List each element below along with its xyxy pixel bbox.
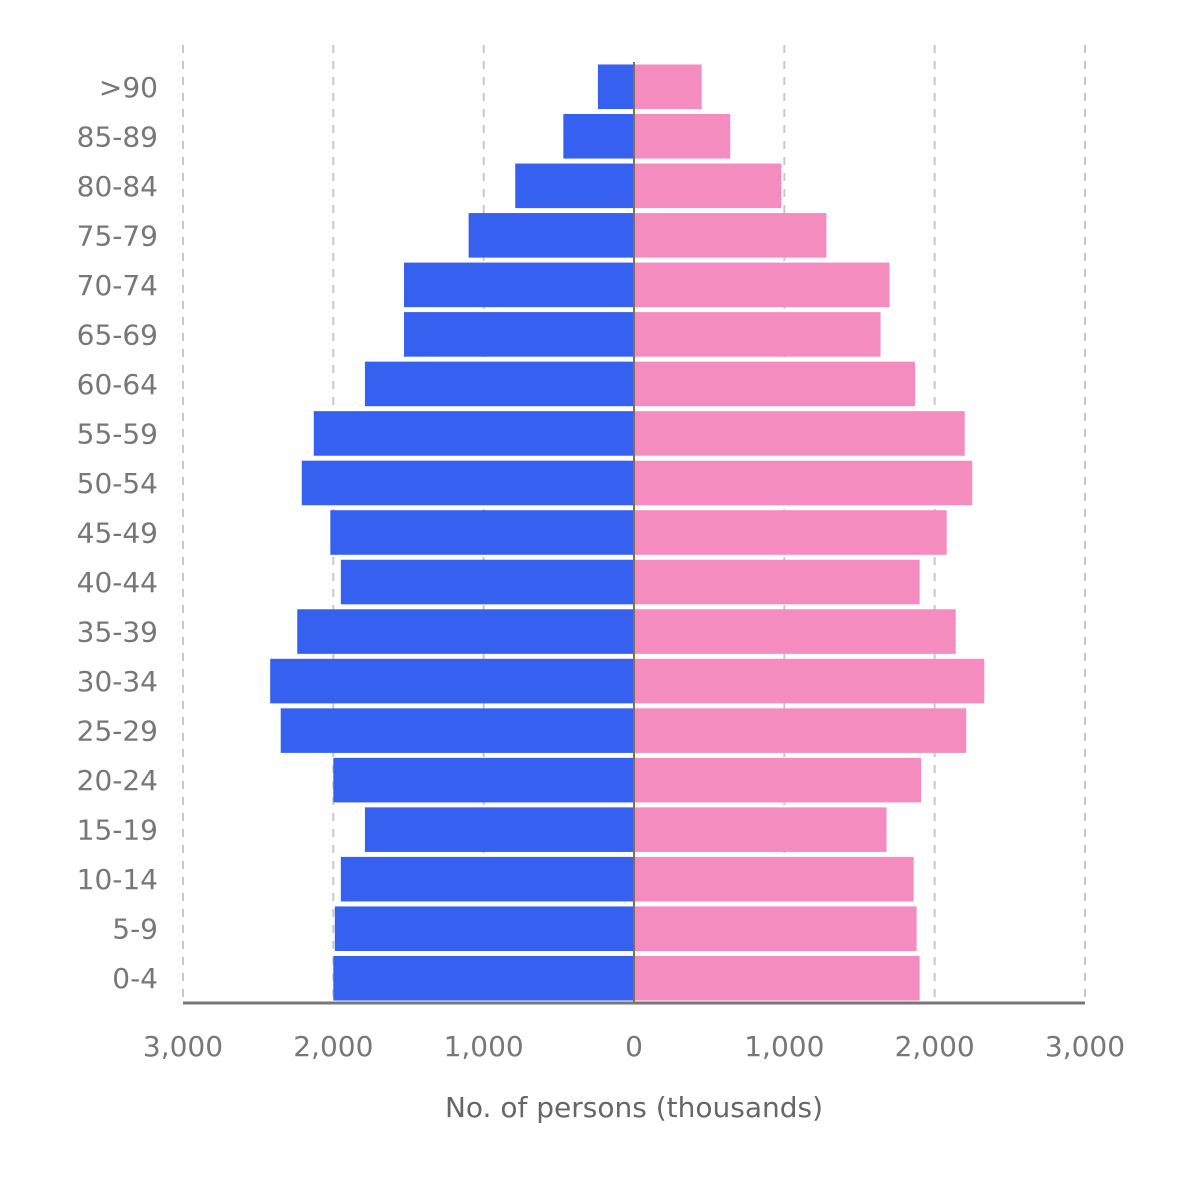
bar-left-15-19 <box>364 807 634 852</box>
bar-right-30-34 <box>634 658 985 704</box>
bar-right-35-39 <box>634 609 956 654</box>
bar-left-55-59 <box>313 411 634 456</box>
x-axis-tick-labels: 3,000 2,000 1,000 0 1,000 2,000 3,000 <box>143 1030 1125 1063</box>
bar-right-40-44 <box>634 559 920 605</box>
bar-left-20-24 <box>333 757 634 803</box>
bar-right-60-64 <box>634 361 916 407</box>
age-group-label: 15-19 <box>77 814 158 847</box>
bar-right-0-4 <box>634 955 920 1001</box>
age-group-label: 20-24 <box>77 764 158 797</box>
bar-left-25-29 <box>280 708 634 753</box>
bar-right-10-14 <box>634 856 914 902</box>
bar-left-85-89 <box>563 114 634 159</box>
age-group-label: 5-9 <box>112 913 158 946</box>
bar-left-45-49 <box>330 510 634 555</box>
bar-right-15-19 <box>634 807 887 852</box>
age-group-label: 40-44 <box>77 566 158 599</box>
x-tick-label: 0 <box>625 1030 643 1063</box>
bar-right-85-89 <box>634 114 731 159</box>
x-tick-label: 3,000 <box>1045 1030 1125 1063</box>
bar-right-5-9 <box>634 906 917 951</box>
bar-right-50-54 <box>634 460 973 506</box>
bar-right-65-69 <box>634 312 881 357</box>
x-tick-label: 2,000 <box>895 1030 975 1063</box>
bars <box>270 62 985 1003</box>
bar-left-30-34 <box>270 658 634 704</box>
bar-left-35-39 <box>297 609 634 654</box>
age-group-label: 80-84 <box>77 170 158 203</box>
bar-right-70-74 <box>634 262 890 308</box>
bar-left-70-74 <box>403 262 634 308</box>
age-group-label: 65-69 <box>77 318 158 351</box>
bar-left-10-14 <box>340 856 634 902</box>
bar-left-40-44 <box>340 559 634 605</box>
bar-right-20-24 <box>634 757 922 803</box>
age-group-label: >90 <box>99 71 158 104</box>
bar-left-60-64 <box>364 361 634 407</box>
y-axis-labels: 0-4 5-9 10-14 15-19 20-24 25-29 30-34 35-39 40-4… <box>77 71 158 995</box>
age-group-label: 10-14 <box>77 863 158 896</box>
bar-right-80-84 <box>634 163 782 209</box>
bar-right-25-29 <box>634 708 967 753</box>
bar-right-45-49 <box>634 510 947 555</box>
age-group-label: 85-89 <box>77 120 158 153</box>
age-group-label: 35-39 <box>77 616 158 649</box>
age-group-label: 75-79 <box>77 219 158 252</box>
age-group-label: 50-54 <box>77 467 158 500</box>
x-axis-title: No. of persons (thousands) <box>445 1091 823 1124</box>
bar-left-75-79 <box>468 213 634 258</box>
bar-left-80-84 <box>515 163 634 209</box>
bar-left-0-4 <box>333 955 634 1001</box>
age-group-label: 0-4 <box>112 962 158 995</box>
bar-left->90 <box>597 64 634 110</box>
x-tick-label: 1,000 <box>444 1030 524 1063</box>
bar-right-75-79 <box>634 213 827 258</box>
bar-left-5-9 <box>334 906 634 951</box>
x-tick-label: 2,000 <box>293 1030 373 1063</box>
bar-left-50-54 <box>301 460 634 506</box>
bar-right-55-59 <box>634 411 965 456</box>
bar-right->90 <box>634 64 702 110</box>
age-group-label: 60-64 <box>77 368 158 401</box>
age-group-label: 25-29 <box>77 715 158 748</box>
x-tick-label: 1,000 <box>744 1030 824 1063</box>
x-tick-label: 3,000 <box>143 1030 223 1063</box>
age-group-label: 55-59 <box>77 417 158 450</box>
age-group-label: 45-49 <box>77 517 158 550</box>
bar-left-65-69 <box>403 312 634 357</box>
age-group-label: 70-74 <box>77 269 158 302</box>
age-group-label: 30-34 <box>77 665 158 698</box>
